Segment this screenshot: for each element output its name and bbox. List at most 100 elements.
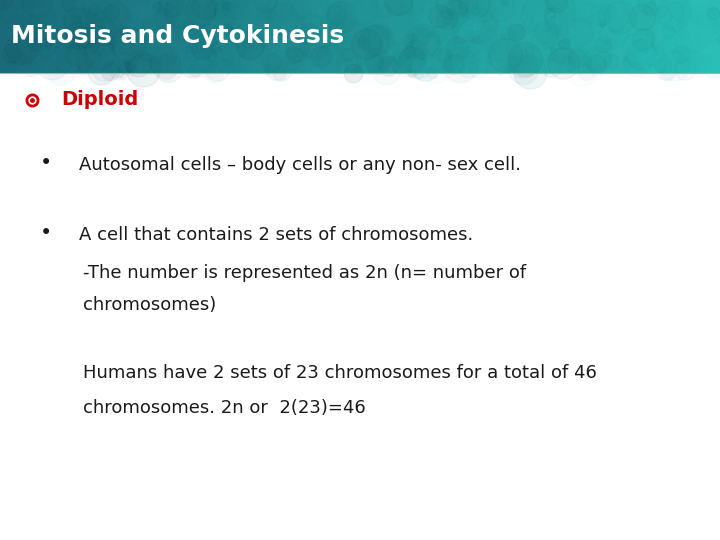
Bar: [144, 0, 150, 73]
Bar: [648, 0, 654, 73]
Bar: [150, 0, 156, 73]
Bar: [486, 0, 492, 73]
Bar: [612, 0, 618, 73]
Bar: [588, 0, 594, 73]
Text: •: •: [40, 152, 52, 173]
Bar: [708, 0, 714, 73]
Bar: [84, 0, 90, 73]
Bar: [300, 0, 306, 73]
Bar: [366, 0, 372, 73]
Bar: [714, 0, 720, 73]
Bar: [696, 0, 702, 73]
Bar: [474, 0, 480, 73]
Bar: [192, 0, 198, 73]
Bar: [180, 0, 186, 73]
Bar: [306, 0, 312, 73]
Bar: [702, 0, 708, 73]
Bar: [624, 0, 630, 73]
Bar: [282, 0, 288, 73]
Text: A cell that contains 2 sets of chromosomes.: A cell that contains 2 sets of chromosom…: [79, 226, 474, 244]
Bar: [24, 0, 30, 73]
Bar: [270, 0, 276, 73]
Bar: [30, 0, 36, 73]
Bar: [402, 0, 408, 73]
Bar: [258, 0, 264, 73]
Bar: [378, 0, 384, 73]
Bar: [444, 0, 450, 73]
Bar: [480, 0, 486, 73]
Bar: [42, 0, 48, 73]
Bar: [498, 0, 504, 73]
Bar: [216, 0, 222, 73]
Bar: [492, 0, 498, 73]
Bar: [672, 0, 678, 73]
Bar: [420, 0, 426, 73]
Bar: [186, 0, 192, 73]
Text: -The number is represented as 2n (n= number of: -The number is represented as 2n (n= num…: [83, 264, 526, 282]
Bar: [138, 0, 144, 73]
Bar: [546, 0, 552, 73]
Bar: [576, 0, 582, 73]
Bar: [594, 0, 600, 73]
Bar: [234, 0, 240, 73]
Bar: [468, 0, 474, 73]
Bar: [228, 0, 234, 73]
Bar: [276, 0, 282, 73]
Bar: [618, 0, 624, 73]
Bar: [246, 0, 252, 73]
Bar: [222, 0, 228, 73]
Bar: [330, 0, 336, 73]
Bar: [120, 0, 126, 73]
Bar: [210, 0, 216, 73]
Bar: [6, 0, 12, 73]
Bar: [660, 0, 666, 73]
Bar: [252, 0, 258, 73]
Bar: [48, 0, 54, 73]
Text: •: •: [40, 222, 52, 243]
Bar: [642, 0, 648, 73]
Bar: [36, 0, 42, 73]
Bar: [162, 0, 168, 73]
Bar: [264, 0, 270, 73]
Bar: [318, 0, 324, 73]
Bar: [336, 0, 342, 73]
Bar: [312, 0, 318, 73]
Bar: [96, 0, 102, 73]
Bar: [66, 0, 72, 73]
Bar: [360, 0, 366, 73]
Bar: [132, 0, 138, 73]
Bar: [462, 0, 468, 73]
Bar: [60, 0, 66, 73]
Text: chromosomes): chromosomes): [83, 296, 216, 314]
Bar: [108, 0, 114, 73]
Bar: [384, 0, 390, 73]
Bar: [354, 0, 360, 73]
Bar: [372, 0, 378, 73]
Bar: [342, 0, 348, 73]
Bar: [636, 0, 642, 73]
Bar: [522, 0, 528, 73]
Bar: [204, 0, 210, 73]
Bar: [102, 0, 108, 73]
Bar: [90, 0, 96, 73]
Bar: [78, 0, 84, 73]
Bar: [630, 0, 636, 73]
Bar: [114, 0, 120, 73]
Text: Autosomal cells – body cells or any non- sex cell.: Autosomal cells – body cells or any non-…: [79, 156, 521, 174]
Bar: [294, 0, 300, 73]
Bar: [426, 0, 432, 73]
Bar: [654, 0, 660, 73]
Bar: [0, 0, 6, 73]
Text: chromosomes. 2n or  2(23)=46: chromosomes. 2n or 2(23)=46: [83, 399, 366, 417]
Bar: [408, 0, 414, 73]
Bar: [18, 0, 24, 73]
Bar: [72, 0, 78, 73]
Bar: [600, 0, 606, 73]
Bar: [504, 0, 510, 73]
Bar: [534, 0, 540, 73]
Bar: [528, 0, 534, 73]
Bar: [510, 0, 516, 73]
Text: Humans have 2 sets of 23 chromosomes for a total of 46: Humans have 2 sets of 23 chromosomes for…: [83, 363, 597, 382]
Bar: [438, 0, 444, 73]
Bar: [684, 0, 690, 73]
